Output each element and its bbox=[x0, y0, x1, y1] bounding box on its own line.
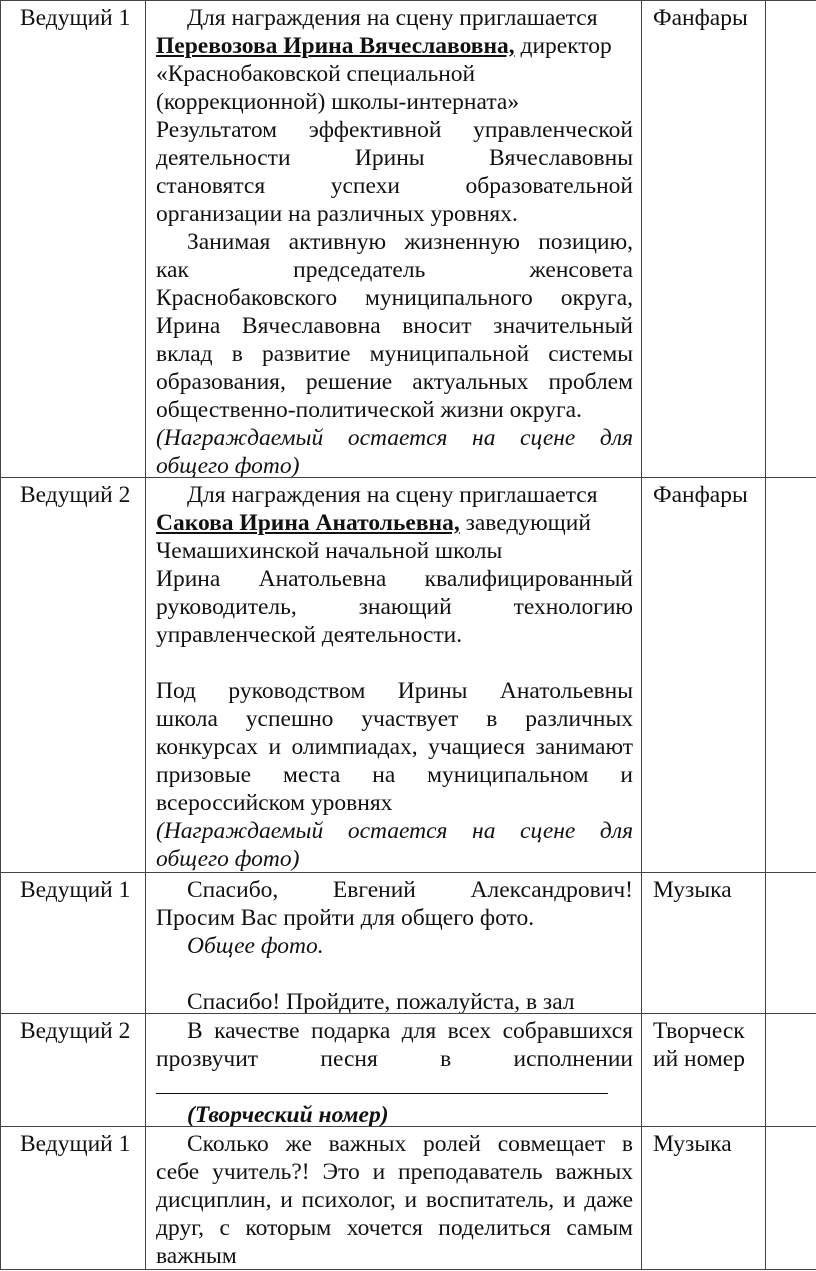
empty-cell bbox=[765, 873, 816, 1013]
script-cell: В качестве подарка для всех собравшихся п… bbox=[145, 1014, 641, 1129]
text-line: себе учитель?! Это и преподаватель важны… bbox=[156, 1159, 633, 1185]
text-line: Общее фото. bbox=[187, 933, 324, 959]
cue-text: Музыка bbox=[653, 1131, 732, 1157]
text-line: (Награждаемый остается на сцене для bbox=[156, 818, 633, 844]
script-text: Спасибо, Евгений Александрович! Просим Ва… bbox=[156, 876, 633, 1016]
empty-cell bbox=[765, 478, 816, 872]
text-line: Для награждения на сцену приглашается bbox=[187, 482, 598, 508]
table-row: Ведущий 2 Для награждения на сцену пригла… bbox=[0, 477, 816, 872]
text-line: друг, с которым хочется поделиться самым bbox=[156, 1215, 633, 1241]
text-line: Чемашихинской начальной школы bbox=[156, 538, 503, 564]
speaker-cell: Ведущий 2 bbox=[0, 478, 145, 872]
text-line bbox=[156, 960, 633, 988]
speaker-cell: Ведущий 1 bbox=[0, 1127, 145, 1269]
text-line: становятся успехи образовательной bbox=[156, 173, 633, 199]
cue-label: Творческ ий номер bbox=[653, 1017, 745, 1073]
cue-cell: Фанфары bbox=[641, 1, 765, 477]
cue-cell: Творческ ий номер bbox=[641, 1014, 765, 1126]
awardee-position: директор bbox=[514, 33, 612, 59]
cue-text: Фанфары bbox=[653, 5, 748, 31]
cue-label-line: ий номер bbox=[653, 1046, 745, 1072]
speaker-label: Ведущий 1 bbox=[20, 877, 131, 903]
text-line: организации на различных уровнях. bbox=[156, 201, 518, 227]
text-line: «Краснобаковской специальной bbox=[156, 61, 476, 87]
performer-blank-line bbox=[156, 1073, 633, 1101]
text-line: Сакова Ирина Анатольевна, заведующий bbox=[156, 509, 633, 537]
text-line: (Награждаемый остается на сцене для bbox=[156, 425, 633, 451]
speaker-cell: Ведущий 1 bbox=[0, 1, 145, 477]
text-line: управленческой деятельности. bbox=[156, 622, 463, 648]
text-line: В качестве подарка для всех собравшихся bbox=[187, 1018, 633, 1044]
awardee-name: Сакова Ирина Анатольевна, bbox=[156, 510, 460, 536]
text-line: важным bbox=[156, 1243, 237, 1269]
table-row: Ведущий 1 Для награждения на сцену пригла… bbox=[0, 0, 816, 480]
text-line: руководитель, знающий технологию bbox=[156, 594, 633, 620]
text-line: Результатом эффективной управленческой bbox=[156, 117, 633, 143]
cue-label: Фанфары bbox=[653, 481, 748, 509]
table-row: Ведущий 2 В качестве подарка для всех соб… bbox=[0, 1013, 816, 1129]
awardee-name: Перевозова Ирина Вячеславовна, bbox=[156, 33, 515, 59]
text-line: всероссийском уровнях bbox=[156, 790, 393, 816]
text-line: как председатель женсовета bbox=[156, 257, 633, 283]
cue-text: Фанфары bbox=[653, 482, 748, 508]
table-row: Ведущий 1 Сколько же важных ролей совмеща… bbox=[0, 1126, 816, 1270]
text-line: Занимая активную жизненную позицию, bbox=[187, 229, 633, 255]
text-line: Просим Вас пройти для общего фото. bbox=[156, 905, 535, 931]
cue-cell: Музыка bbox=[641, 1127, 765, 1269]
cue-text: Музыка bbox=[653, 877, 732, 903]
cue-cell: Фанфары bbox=[641, 478, 765, 872]
text-line: вклад в развитие муниципальной системы bbox=[156, 341, 633, 367]
script-text: Сколько же важных ролей совмещает в себе … bbox=[156, 1130, 633, 1270]
text-line: Ирина Вячеславовна вносит значительный bbox=[156, 313, 633, 339]
text-line: (Творческий номер) bbox=[187, 1102, 389, 1128]
text-line: Перевозова Ирина Вячеславовна, директор bbox=[156, 32, 633, 60]
speaker-label: Ведущий 1 bbox=[20, 1131, 131, 1157]
text-line: Сколько же важных ролей совмещает в bbox=[187, 1131, 633, 1157]
text-line: Для награждения на сцену приглашается bbox=[187, 5, 598, 31]
cue-label-line: Творческ bbox=[653, 1018, 745, 1044]
cue-label: Фанфары bbox=[653, 4, 748, 32]
text-line: школа успешно участвует в различных bbox=[156, 706, 633, 732]
text-line: Ирина Анатольевна квалифицированный bbox=[156, 566, 633, 592]
speaker-label: Ведущий 2 bbox=[20, 482, 131, 508]
text-line: образования, решение актуальных проблем bbox=[156, 369, 633, 395]
text-line: дисциплин, и психолог, и воспитатель, и … bbox=[156, 1187, 633, 1213]
script-cell: Спасибо, Евгений Александрович! Просим Ва… bbox=[145, 873, 641, 1016]
cue-label: Музыка bbox=[653, 876, 732, 904]
text-line: прозвучит песня в исполнении bbox=[156, 1046, 633, 1072]
text-line: общественно-политической жизни округа. bbox=[156, 397, 582, 423]
text-line: (коррекционной) школы-интерната» bbox=[156, 89, 520, 115]
script-text: В качестве подарка для всех собравшихся п… bbox=[156, 1017, 633, 1129]
script-text: Для награждения на сцену приглашается Сак… bbox=[156, 481, 633, 873]
speaker-label: Ведущий 1 bbox=[20, 5, 131, 31]
speaker-cell: Ведущий 2 bbox=[0, 1014, 145, 1126]
text-line: Спасибо! Пройдите, пожалуйста, в зал bbox=[187, 989, 575, 1015]
empty-cell bbox=[765, 1, 816, 477]
text-line: Краснобаковского муниципального округа, bbox=[156, 285, 633, 311]
text-line bbox=[156, 649, 633, 677]
empty-cell bbox=[765, 1127, 816, 1269]
text-line: призовые места на муниципальном и bbox=[156, 762, 633, 788]
cue-cell: Музыка bbox=[641, 873, 765, 1013]
text-line: общего фото) bbox=[156, 846, 300, 872]
text-line: общего фото) bbox=[156, 453, 300, 479]
speaker-label: Ведущий 2 bbox=[20, 1018, 131, 1044]
text-line: конкурсах и олимпиадах, учащиеся занимаю… bbox=[156, 734, 633, 760]
text-line: Спасибо, Евгений Александрович! bbox=[187, 877, 633, 903]
empty-cell bbox=[765, 1014, 816, 1126]
script-cell: Сколько же важных ролей совмещает в себе … bbox=[145, 1127, 641, 1269]
speaker-cell: Ведущий 1 bbox=[0, 873, 145, 1013]
awardee-position: заведующий bbox=[459, 510, 591, 536]
cue-label: Музыка bbox=[653, 1130, 732, 1158]
text-line: Под руководством Ирины Анатольевны bbox=[156, 678, 633, 704]
text-line: деятельности Ирины Вячеславовны bbox=[156, 145, 633, 171]
script-text: Для награждения на сцену приглашается Пер… bbox=[156, 4, 633, 480]
table-row: Ведущий 1 Спасибо, Евгений Александрович!… bbox=[0, 872, 816, 1016]
script-cell: Для награждения на сцену приглашается Пер… bbox=[145, 1, 641, 480]
script-cell: Для награждения на сцену приглашается Сак… bbox=[145, 478, 641, 872]
